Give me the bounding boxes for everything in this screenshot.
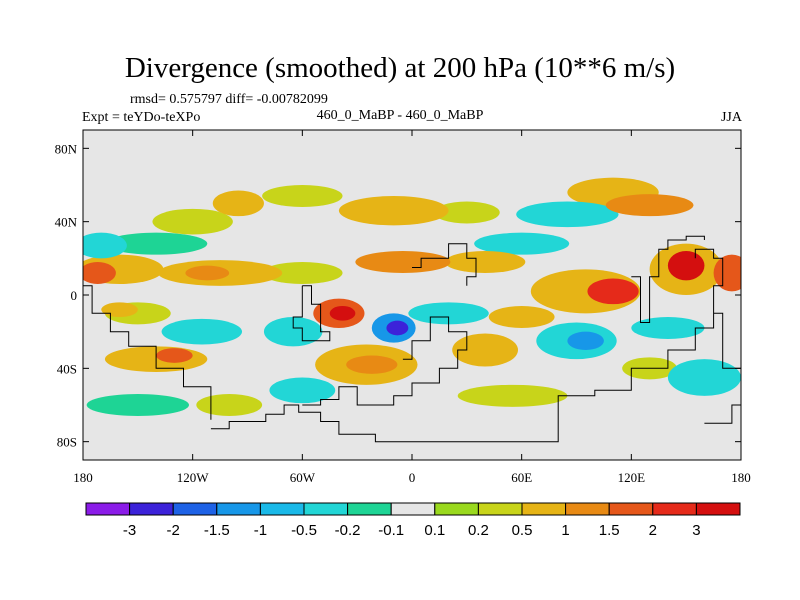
- field-contour: [605, 194, 694, 217]
- colorbar-label: -1: [254, 522, 267, 539]
- field-contour: [212, 190, 264, 217]
- coastline-segment: [210, 248, 724, 443]
- y-tick-label: 40S: [57, 361, 77, 376]
- field-contour: [433, 201, 500, 224]
- colorbar-label: 2: [649, 522, 657, 539]
- field-contour: [185, 265, 230, 281]
- colorbar-swatch: [477, 502, 523, 516]
- colorbar-swatch: [434, 502, 479, 516]
- field-contour: [156, 348, 193, 363]
- field-contour: [452, 333, 519, 367]
- colorbar-label: -1.5: [204, 522, 230, 539]
- colorbar-label: 3: [692, 522, 700, 539]
- chart-title: Divergence (smoothed) at 200 hPa (10**6 …: [124, 52, 676, 84]
- colorbar-swatch: [303, 502, 349, 516]
- colorbar-label: -0.1: [378, 522, 404, 539]
- colorbar-label: 0.5: [512, 522, 533, 539]
- stats-text: rmsd= 0.575797 diff= -0.00782099: [130, 92, 328, 107]
- x-tick-label: 0: [409, 470, 416, 485]
- field-contour: [444, 251, 526, 273]
- field-contour: [83, 232, 127, 259]
- colorbar-swatch: [390, 502, 436, 516]
- expt-text: Expt = teYDo-teXPo: [82, 110, 201, 125]
- y-tick-label: 80S: [57, 435, 77, 450]
- season-label: JJA: [720, 110, 742, 125]
- x-tick-label: 180: [731, 470, 751, 485]
- field-contour: [516, 201, 619, 228]
- y-tick-label: 80N: [55, 141, 78, 156]
- field-contour: [262, 185, 343, 207]
- field-contour: [161, 318, 243, 345]
- colorbar-label: -0.5: [291, 522, 317, 539]
- field-contour: [269, 377, 336, 404]
- field-contour: [338, 196, 449, 226]
- field-contour: [196, 394, 263, 416]
- field-contour: [152, 208, 233, 235]
- field-contour: [488, 306, 555, 328]
- colorbar: -3 -2 -1.5 -1 -0.5 -0.2 -0.1 0.1 0.2 0.5 1 1.5 2 3: [85, 502, 741, 539]
- field-contour: [631, 317, 705, 339]
- field-contour: [83, 262, 116, 284]
- coastline-layer: [83, 235, 741, 443]
- x-tick-label: 120E: [618, 470, 646, 485]
- colorbar-label: 1.5: [599, 522, 620, 539]
- colorbar-label: 0.2: [468, 522, 489, 539]
- colorbar-swatch: [347, 502, 392, 516]
- field-contour: [86, 394, 190, 416]
- field-contour: [104, 232, 208, 255]
- coastline-segment: [631, 235, 705, 323]
- x-tick-label: 60E: [511, 470, 532, 485]
- x-tick-label: 60W: [290, 470, 316, 485]
- colorbar-label: -3: [123, 522, 136, 539]
- coastline-segment: [704, 312, 741, 424]
- colorbar-label: -0.2: [335, 522, 361, 539]
- coastline-segment: [292, 285, 331, 342]
- y-tick-label: 0: [71, 288, 78, 303]
- field-contour: [355, 251, 451, 273]
- cases-text: 460_0_MaBP - 460_0_MaBP: [316, 108, 484, 123]
- colorbar-swatch: [85, 502, 131, 516]
- colorbar-label: -2: [167, 522, 180, 539]
- field-contour: [567, 331, 604, 351]
- field-contour: [713, 254, 741, 292]
- colorbar-swatch: [172, 502, 218, 516]
- axes: 180 120W 60W 0 60E 120E 180 80N 40N 0 40S 80S: [55, 130, 751, 485]
- colorbar-swatch: [259, 502, 305, 516]
- colorbar-swatch: [521, 502, 567, 516]
- field-contour: [408, 302, 489, 325]
- coastline-segment: [412, 243, 477, 286]
- coastline-segment: [83, 285, 212, 420]
- coastline-segment: [302, 316, 468, 406]
- y-tick-label: 40N: [55, 215, 78, 230]
- field-contour: [346, 355, 398, 374]
- field-contour: [587, 278, 639, 305]
- colorbar-swatch: [565, 502, 610, 516]
- colorbar-swatch: [129, 502, 174, 516]
- colorbar-swatch: [695, 502, 741, 516]
- colorbar-swatch: [652, 502, 697, 516]
- field-contour: [263, 317, 323, 347]
- field-contour: [262, 262, 343, 284]
- colorbar-label: 0.1: [424, 522, 445, 539]
- field-contour: [457, 384, 568, 407]
- x-tick-label: 180: [73, 470, 93, 485]
- x-tick-label: 120W: [177, 470, 210, 485]
- colorbar-swatch: [608, 502, 654, 516]
- colorbar-label: 1: [561, 522, 569, 539]
- field-contour: [474, 232, 570, 255]
- field-contour: [101, 302, 138, 317]
- field-contour: [667, 250, 705, 281]
- field-contour: [386, 320, 409, 336]
- colorbar-swatch: [216, 502, 261, 516]
- field-contour: [667, 359, 741, 396]
- field-contour: [329, 306, 356, 321]
